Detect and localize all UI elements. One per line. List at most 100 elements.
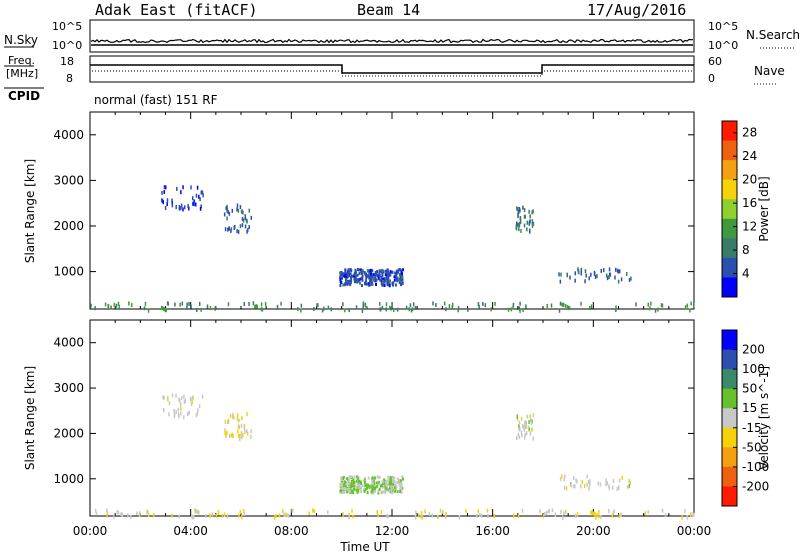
power-echo-cell [507,307,510,312]
velocity-echo-cell [486,508,489,513]
power-echo-cell [528,209,530,214]
velocity-echo-cell [390,483,393,487]
power-ytick-label: 2000 [53,219,84,233]
power-echo-cell [405,305,408,310]
power-echo-cell [182,185,184,190]
velocity-echo-cell [363,484,366,488]
power-echo-cell [180,203,183,208]
power-echo-cell [378,269,381,273]
power-echo-cell [490,307,492,312]
nsearch-label: N.Search [746,28,800,42]
power-colorbar-label: Power [dB] [757,176,771,241]
power-echo-cell [187,203,189,208]
power-echoes [90,185,695,313]
power-echo-cell [347,281,350,285]
velocity-echo-cell [357,475,360,479]
velocity-echo-cell [528,420,530,425]
velocity-echo-cell [574,513,577,518]
power-echo-cell [686,303,689,308]
velocity-colorbar-swatch [722,408,737,429]
power-echo-cell [227,227,229,232]
power-echo-cell [375,270,378,274]
velocity-echo-cell [223,512,226,517]
velocity-echo-cell [515,436,518,441]
power-echo-cell [409,303,412,308]
power-echo-cell [200,190,203,195]
velocity-echo-cell [345,477,348,481]
velocity-echo-cell [194,509,197,514]
power-echo-cell [395,273,398,277]
velocity-echo-cell [342,475,345,479]
power-echo-cell [484,303,487,308]
velocity-echo-cell [519,427,521,432]
velocity-echo-cell [493,514,496,519]
velocity-colorbar-tick-label: -200 [742,479,769,493]
power-echo-cell [377,274,380,278]
velocity-echo-cell [377,491,380,495]
velocity-colorbar-swatch [722,466,737,487]
velocity-echo-cell [287,513,290,518]
freq-unit: [MHz] [6,67,38,80]
power-echo-cell [300,308,302,313]
power-echo-cell [226,216,228,221]
velocity-echo-cell [186,411,189,416]
velocity-echo-cell [398,481,401,485]
velocity-echo-cell [163,408,165,413]
velocity-echo-cell [177,407,180,412]
velocity-echo-cell [356,485,359,489]
velocity-echo-cell [437,514,439,519]
power-echo-cell [339,271,342,275]
velocity-echo-cell [586,474,588,479]
velocity-echo-cell [342,512,344,517]
velocity-echo-cell [570,483,572,488]
power-echo-cell [515,226,518,231]
power-echo-cell [322,306,325,311]
velocity-echo-cell [361,483,364,487]
power-echo-cell [242,210,244,215]
velocity-echo-cell [238,433,240,438]
power-echo-cell [600,268,602,273]
velocity-echo-cell [106,511,109,516]
power-colorbar-swatch [722,121,737,142]
power-echo-cell [239,224,242,229]
power-colorbar-swatch [722,160,737,181]
velocity-echo-cell [529,414,531,419]
power-echo-cell [399,281,402,285]
power-echo-cell [166,202,168,207]
power-echo-cell [391,270,394,274]
velocity-echo-cell [275,513,277,518]
velocity-echo-cell [381,483,384,487]
velocity-echo-cell [373,489,376,493]
power-echo-cell [198,301,201,306]
power-echo-cell [227,209,229,214]
velocity-echo-cell [281,509,284,514]
power-echo-cell [228,226,231,231]
power-echo-cell [374,272,377,276]
power-echo-cell [561,302,563,307]
power-colorbar-tick-label: 16 [742,196,757,210]
power-echo-cell [371,274,374,278]
velocity-echo-cell [393,476,396,480]
velocity-yticks: 1000 2000 3000 4000 [53,336,694,486]
power-echo-cell [346,273,349,277]
velocity-echo-cell [563,485,566,490]
velocity-echo-cell [355,488,358,492]
velocity-echo-cell [384,491,387,495]
velocity-echo-cell [342,490,345,494]
nave-tick-high: 60 [708,55,722,68]
velocity-echo-cell [439,508,442,513]
power-echo-cell [248,225,250,230]
power-echo-cell [517,214,519,219]
velocity-echo-cell [381,480,384,484]
power-echo-cell [358,281,361,285]
power-echo-cell [411,307,414,312]
power-echo-cell [523,223,526,228]
velocity-echo-cell [626,485,629,490]
velocity-echo-cell [205,513,207,518]
velocity-echo-cell [376,475,379,479]
velocity-echo-cell [389,478,392,482]
velocity-echo-cell [382,490,385,494]
power-echo-cell [408,307,410,312]
velocity-echo-cell [221,513,224,518]
power-echo-cell [451,305,454,310]
